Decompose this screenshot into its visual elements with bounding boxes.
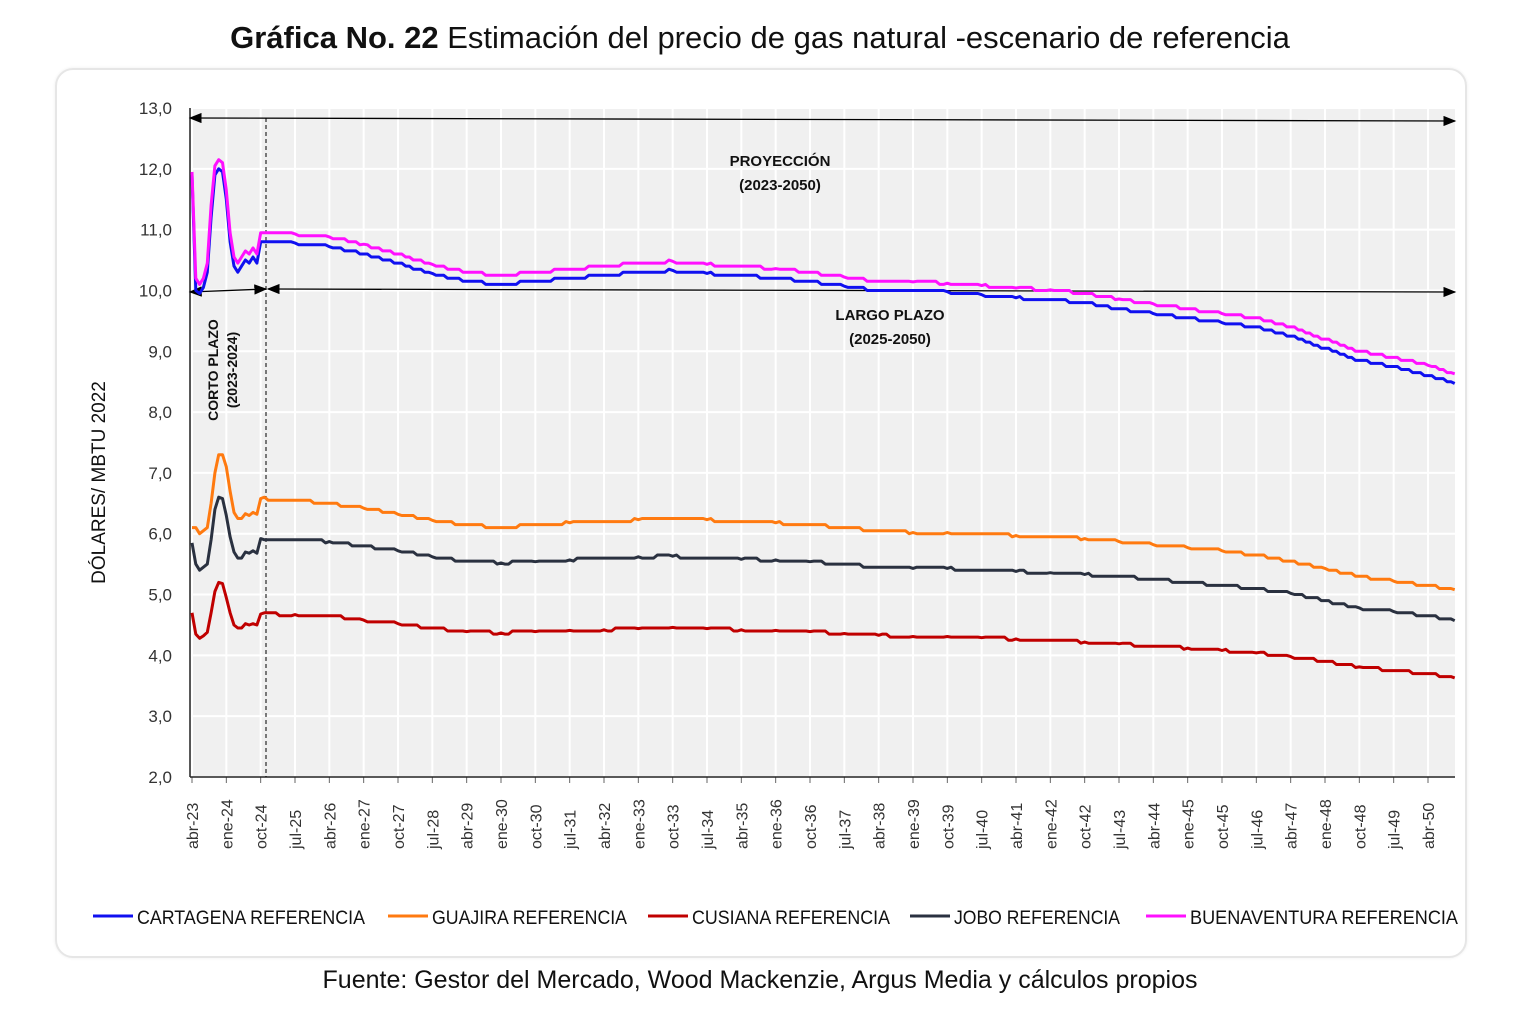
projection-arrow — [188, 112, 1457, 127]
short-term-arrow — [188, 284, 268, 297]
y-tick-label: 5,0 — [148, 586, 172, 605]
x-tick-label: ene-42 — [1043, 799, 1060, 849]
proyeccion-label: PROYECCIÓN — [730, 152, 831, 170]
x-tick-label: oct-39 — [940, 804, 957, 849]
legend-label-buenaventura-referencia: BUENAVENTURA REFERENCIA — [1190, 908, 1458, 929]
x-tick-label: ene-24 — [219, 799, 236, 849]
x-tick-label: jul-40 — [975, 810, 992, 850]
x-tick-label: oct-45 — [1215, 804, 1232, 849]
x-tick-label: oct-30 — [528, 804, 545, 849]
x-tick-label: jul-28 — [425, 810, 442, 850]
x-tick-label: ene-48 — [1318, 799, 1335, 849]
proyeccion-years: (2023-2050) — [739, 177, 821, 194]
x-tick-label: abr-23 — [185, 803, 202, 849]
series-line-jobo-referencia — [190, 495, 1456, 623]
series-line-buenaventura-referencia — [190, 158, 1456, 376]
x-tick-label: jul-46 — [1249, 810, 1266, 850]
source-note: Fuente: Gestor del Mercado, Wood Mackenz… — [322, 966, 1198, 994]
y-tick-label: 2,0 — [148, 768, 172, 787]
y-tick-label: 4,0 — [148, 646, 172, 665]
x-tick-label: ene-39 — [906, 799, 923, 849]
x-tick-label: abr-44 — [1146, 803, 1163, 849]
y-tick-label: 12,0 — [139, 160, 172, 179]
y-tick-label: 8,0 — [148, 403, 172, 422]
x-tick-label: jul-25 — [288, 810, 305, 850]
legend-label-cusiana-referencia: CUSIANA REFERENCIA — [692, 908, 890, 929]
legend-label-jobo-referencia: JOBO REFERENCIA — [954, 908, 1120, 929]
x-tick-label: abr-38 — [872, 803, 889, 849]
x-tick-label: jul-31 — [563, 810, 580, 850]
x-tick-label: jul-43 — [1112, 810, 1129, 850]
x-tick-label: ene-33 — [631, 799, 648, 849]
x-tick-label: oct-24 — [254, 804, 271, 849]
y-tick-label: 3,0 — [148, 707, 172, 726]
legend-label-guajira-referencia: GUAJIRA REFERENCIA — [432, 908, 627, 929]
corto-plazo-label: CORTO PLAZO — [205, 319, 221, 421]
y-tick-label: 6,0 — [148, 525, 172, 544]
y-tick-label: 13,0 — [139, 99, 172, 118]
x-tick-label: abr-26 — [322, 803, 339, 849]
series-line-guajira-referencia — [192, 453, 1456, 592]
plot-area — [190, 108, 1455, 777]
x-tick-label: jul-37 — [837, 810, 854, 850]
series-line-cartagena-referencia — [190, 167, 1456, 385]
y-axis-title: DÓLARES/ MBTU 2022 — [88, 381, 110, 584]
x-tick-label: abr-35 — [734, 803, 751, 849]
y-tick-label: 11,0 — [140, 221, 172, 240]
corto-plazo-years: (2023-2024) — [224, 332, 240, 408]
title-number: Gráfica No. 22 — [230, 20, 439, 55]
x-tick-label: abr-29 — [460, 803, 477, 849]
x-tick-label: oct-36 — [803, 804, 820, 849]
long-term-arrow — [266, 283, 1457, 298]
x-tick-label: abr-41 — [1009, 803, 1026, 849]
title-text: Estimación del precio de gas natural -es… — [447, 20, 1290, 55]
legend-label-cartagena-referencia: CARTAGENA REFERENCIA — [137, 908, 365, 929]
x-tick-label: ene-30 — [494, 799, 511, 849]
x-tick-label: oct-42 — [1078, 804, 1095, 849]
x-tick-label: abr-47 — [1284, 803, 1301, 849]
largo-plazo-years: (2025-2050) — [849, 331, 931, 348]
x-tick-label: ene-45 — [1181, 799, 1198, 849]
chart-frame — [55, 68, 1467, 958]
y-tick-label: 10,0 — [139, 281, 172, 300]
y-tick-label: 7,0 — [148, 464, 172, 483]
x-tick-label: abr-32 — [597, 803, 614, 849]
x-tick-label: ene-36 — [769, 799, 786, 849]
x-tick-label: jul-34 — [700, 810, 717, 850]
series-line-cusiana-referencia — [190, 580, 1456, 680]
x-tick-label: oct-27 — [391, 804, 408, 849]
largo-plazo-label: LARGO PLAZO — [835, 307, 944, 324]
x-tick-label: ene-27 — [357, 799, 374, 849]
chart-title: Gráfica No. 22 Estimación del precio de … — [0, 20, 1520, 56]
x-tick-label: abr-50 — [1421, 803, 1438, 849]
x-tick-label: jul-49 — [1387, 810, 1404, 850]
x-tick-label: oct-48 — [1352, 804, 1369, 849]
x-tick-label: oct-33 — [666, 804, 683, 849]
y-tick-label: 9,0 — [148, 342, 172, 361]
